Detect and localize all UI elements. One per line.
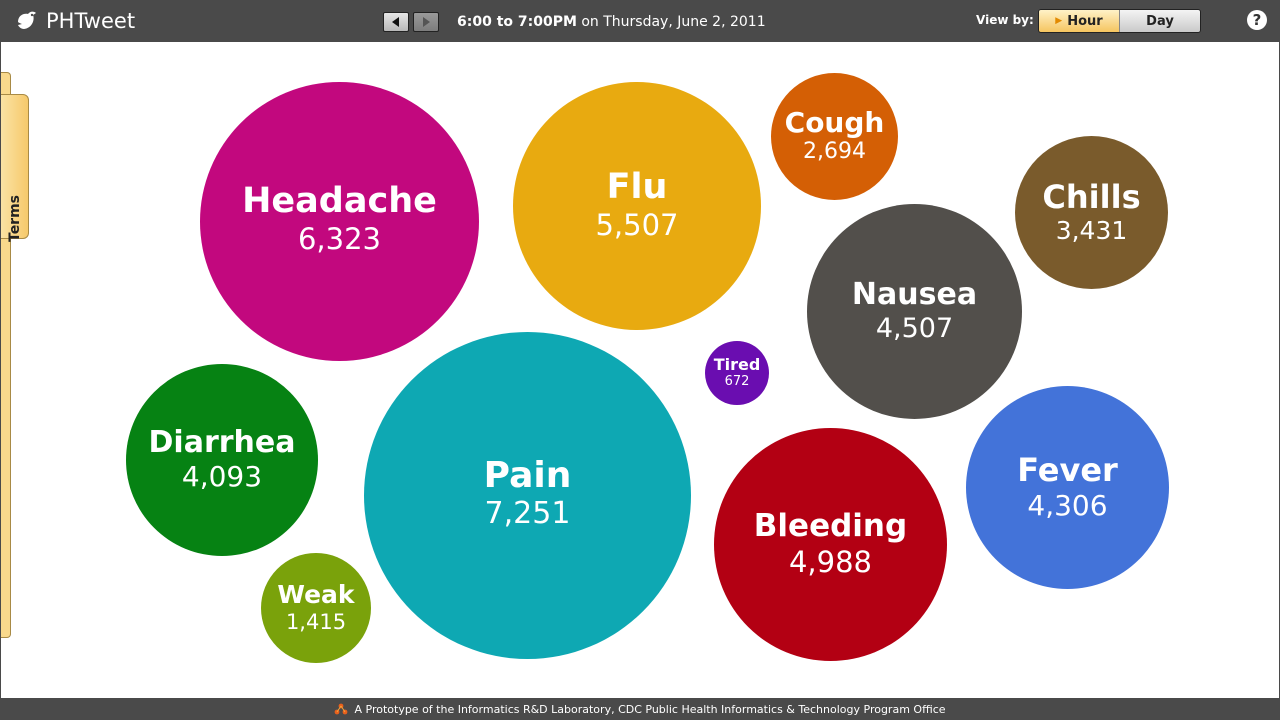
bubble-count: 4,988 [788, 544, 873, 579]
lab-logo-icon [335, 703, 348, 715]
view-by-hour-button[interactable]: ▶ Hour [1039, 10, 1120, 32]
bubble-count: 6,323 [297, 221, 382, 256]
bubble-tired[interactable]: Tired 672 [705, 341, 769, 405]
next-hour-button[interactable] [413, 12, 439, 32]
bubble-pain[interactable]: Pain 7,251 [364, 332, 691, 659]
arrow-left-icon [392, 17, 399, 27]
bubble-term: Diarrhea [148, 424, 296, 460]
view-by-label: View by: [976, 13, 1034, 27]
bubble-stage: Terms Headache 6,323 Flu 5,507 Cough 2,6… [1, 42, 1279, 698]
bubble-term: Chills [1042, 178, 1141, 217]
bubble-term: Weak [277, 580, 355, 610]
footer-text: A Prototype of the Informatics R&D Labor… [354, 702, 946, 716]
bubble-term: Bleeding [753, 508, 908, 545]
bubble-count: 2,694 [803, 139, 866, 165]
bubble-term: Fever [1017, 451, 1118, 490]
play-icon: ▶ [1055, 16, 1063, 26]
view-by-day-button[interactable]: Day [1120, 10, 1200, 32]
bubble-flu[interactable]: Flu 5,507 [513, 82, 761, 330]
bubble-count: 7,251 [484, 496, 571, 532]
bubble-diarrhea[interactable]: Diarrhea 4,093 [126, 364, 318, 556]
bubble-count: 5,507 [595, 207, 679, 242]
time-range-date: on Thursday, June 2, 2011 [576, 14, 766, 30]
footer: A Prototype of the Informatics R&D Labor… [0, 698, 1280, 720]
time-range-label: 6:00 to 7:00PM on Thursday, June 2, 2011 [457, 14, 766, 30]
bubble-chills[interactable]: Chills 3,431 [1015, 136, 1168, 289]
bubble-cough[interactable]: Cough 2,694 [771, 73, 898, 200]
bubble-fever[interactable]: Fever 4,306 [966, 386, 1169, 589]
time-navigation: 6:00 to 7:00PM on Thursday, June 2, 2011 [383, 11, 766, 33]
bubble-term: Flu [606, 167, 668, 208]
app-title: PHTweet [46, 9, 136, 33]
help-button[interactable]: ? [1247, 10, 1267, 30]
bubble-bleeding[interactable]: Bleeding 4,988 [714, 428, 947, 661]
bubble-count: 4,093 [181, 460, 263, 494]
bubble-count: 672 [724, 374, 750, 390]
terms-tab[interactable]: Terms [1, 94, 29, 242]
bubble-term: Tired [713, 355, 761, 374]
top-bar: PHTweet 6:00 to 7:00PM on Thursday, June… [0, 0, 1280, 42]
time-range-hours: 6:00 to 7:00PM [457, 14, 577, 30]
bird-icon [18, 11, 36, 29]
view-by-toggle: ▶ Hour Day [1038, 9, 1201, 33]
view-by-hour-label: Hour [1067, 13, 1103, 29]
view-by-day-label: Day [1146, 13, 1174, 29]
previous-hour-button[interactable] [383, 12, 409, 32]
bubble-headache[interactable]: Headache 6,323 [200, 82, 479, 361]
bubble-nausea[interactable]: Nausea 4,507 [807, 204, 1022, 419]
bubble-weak[interactable]: Weak 1,415 [261, 553, 371, 663]
terms-tab-label: Terms [7, 194, 23, 242]
arrow-right-icon [423, 17, 430, 27]
bubble-count: 1,415 [285, 609, 347, 634]
bubble-count: 3,431 [1055, 215, 1128, 245]
bubble-count: 4,306 [1027, 489, 1108, 523]
bubble-count: 4,507 [875, 312, 954, 344]
bubble-term: Headache [242, 181, 437, 222]
app-logo[interactable]: PHTweet [14, 7, 135, 35]
bubble-term: Pain [483, 454, 572, 496]
bubble-term: Cough [784, 106, 885, 140]
terms-panel-edge[interactable] [1, 72, 11, 638]
bubble-term: Nausea [851, 277, 978, 313]
